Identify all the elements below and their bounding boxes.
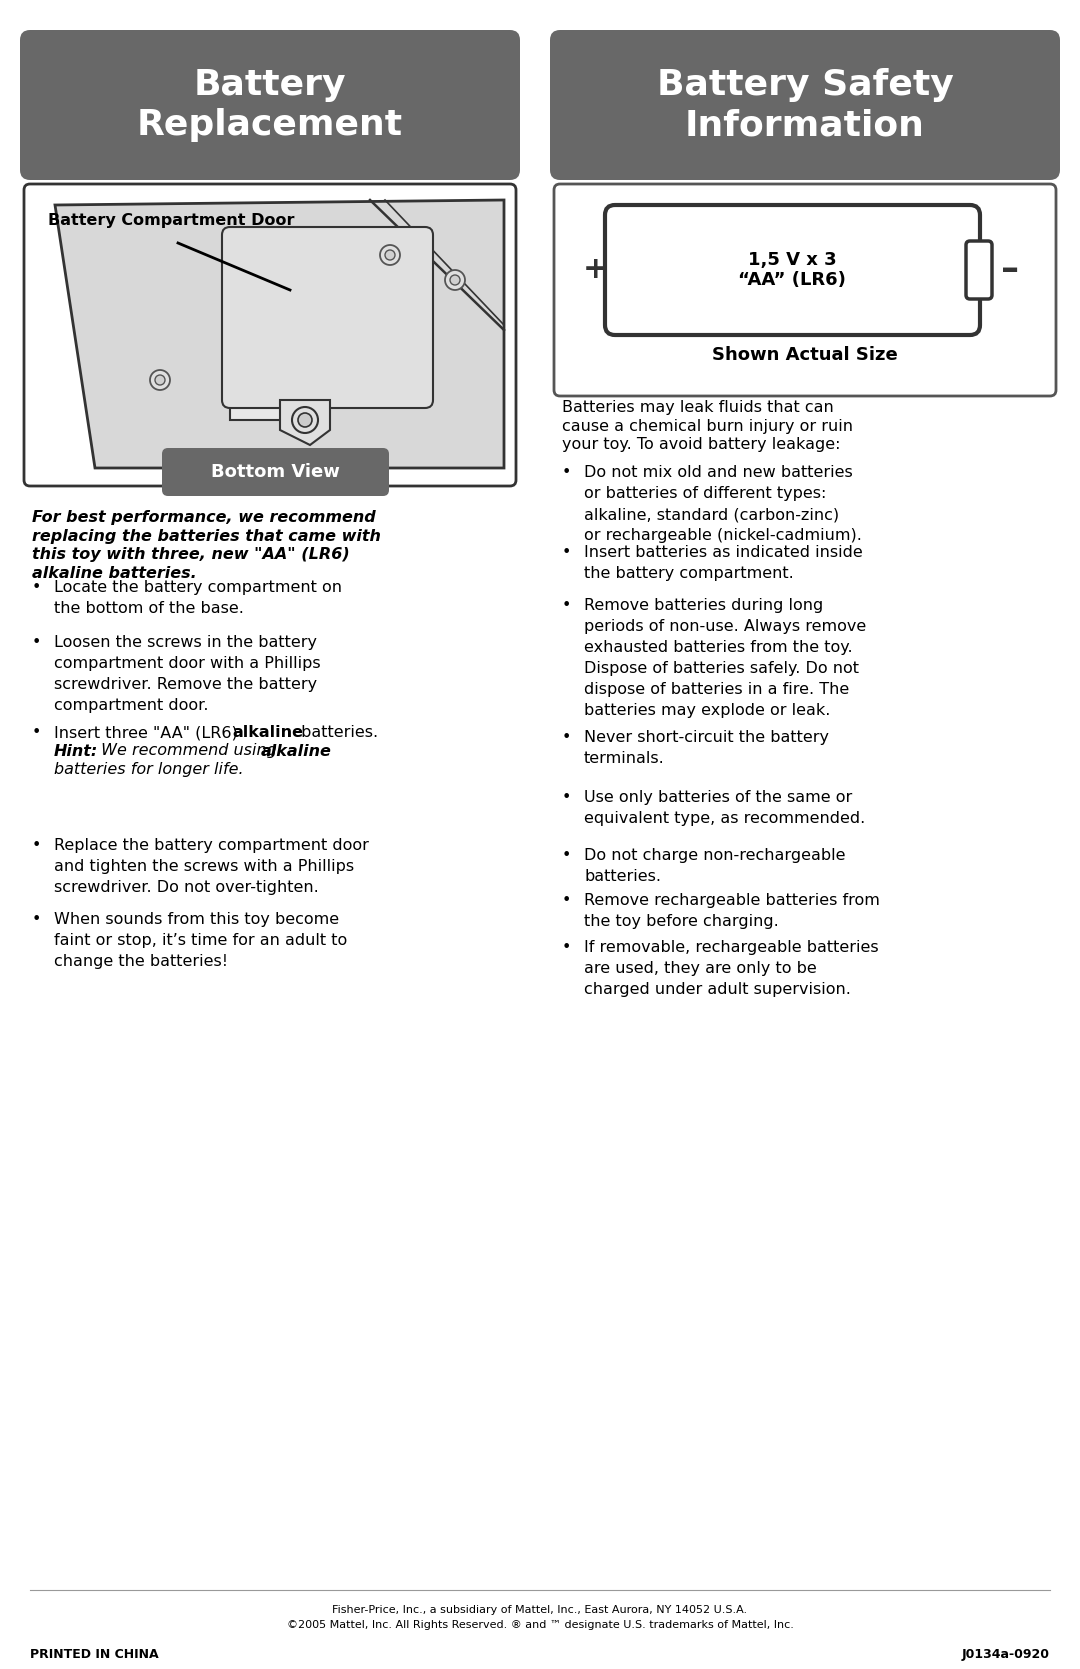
Text: “AA” (LR6): “AA” (LR6) bbox=[738, 270, 846, 289]
Circle shape bbox=[445, 270, 465, 290]
Text: •: • bbox=[562, 729, 571, 744]
Circle shape bbox=[156, 376, 165, 386]
Text: Bottom View: Bottom View bbox=[211, 462, 339, 481]
Text: Battery Compartment Door: Battery Compartment Door bbox=[48, 212, 295, 227]
Text: batteries.: batteries. bbox=[296, 724, 378, 739]
Text: PRINTED IN CHINA: PRINTED IN CHINA bbox=[30, 1647, 159, 1661]
Text: We recommend using: We recommend using bbox=[96, 743, 282, 758]
Text: cause a chemical burn injury or ruin: cause a chemical burn injury or ruin bbox=[562, 419, 853, 434]
Text: Locate the battery compartment on
the bottom of the base.: Locate the battery compartment on the bo… bbox=[54, 581, 342, 616]
Circle shape bbox=[384, 250, 395, 260]
Text: Remove rechargeable batteries from
the toy before charging.: Remove rechargeable batteries from the t… bbox=[584, 893, 880, 930]
Text: When sounds from this toy become
faint or stop, it’s time for an adult to
change: When sounds from this toy become faint o… bbox=[54, 911, 348, 970]
Text: •: • bbox=[562, 466, 571, 481]
Text: Remove batteries during long
periods of non-use. Always remove
exhausted batteri: Remove batteries during long periods of … bbox=[584, 598, 866, 718]
Text: alkaline: alkaline bbox=[232, 724, 303, 739]
Polygon shape bbox=[55, 200, 504, 467]
Text: •: • bbox=[562, 789, 571, 804]
Text: 1,5 V x 3: 1,5 V x 3 bbox=[747, 250, 836, 269]
FancyBboxPatch shape bbox=[554, 184, 1056, 396]
Text: For best performance, we recommend: For best performance, we recommend bbox=[32, 511, 376, 526]
Text: Shown Actual Size: Shown Actual Size bbox=[712, 345, 897, 364]
FancyBboxPatch shape bbox=[222, 227, 433, 407]
Text: Battery Safety
Information: Battery Safety Information bbox=[657, 68, 954, 142]
Text: ©2005 Mattel, Inc. All Rights Reserved. ® and ™ designate U.S. trademarks of Mat: ©2005 Mattel, Inc. All Rights Reserved. … bbox=[286, 1621, 794, 1631]
Text: batteries for longer life.: batteries for longer life. bbox=[54, 763, 244, 778]
Text: Hint:: Hint: bbox=[54, 743, 98, 758]
Text: Insert batteries as indicated inside
the battery compartment.: Insert batteries as indicated inside the… bbox=[584, 546, 863, 581]
Text: •: • bbox=[562, 598, 571, 613]
Text: Do not charge non-rechargeable
batteries.: Do not charge non-rechargeable batteries… bbox=[584, 848, 846, 885]
Text: •: • bbox=[32, 838, 41, 853]
Text: Fisher-Price, Inc., a subsidiary of Mattel, Inc., East Aurora, NY 14052 U.S.A.: Fisher-Price, Inc., a subsidiary of Matt… bbox=[333, 1606, 747, 1616]
Text: Do not mix old and new batteries
or batteries of different types:
alkaline, stan: Do not mix old and new batteries or batt… bbox=[584, 466, 862, 542]
Text: alkaline: alkaline bbox=[261, 743, 332, 758]
Text: replacing the batteries that came with: replacing the batteries that came with bbox=[32, 529, 381, 544]
Text: •: • bbox=[562, 940, 571, 955]
Text: •: • bbox=[32, 581, 41, 596]
Text: alkaline batteries.: alkaline batteries. bbox=[32, 566, 197, 581]
Text: –: – bbox=[1001, 254, 1020, 287]
FancyBboxPatch shape bbox=[605, 205, 980, 335]
Circle shape bbox=[292, 407, 318, 432]
Text: Use only batteries of the same or
equivalent type, as recommended.: Use only batteries of the same or equiva… bbox=[584, 789, 865, 826]
Text: •: • bbox=[562, 546, 571, 561]
Circle shape bbox=[150, 371, 170, 391]
Text: Replace the battery compartment door
and tighten the screws with a Phillips
scre: Replace the battery compartment door and… bbox=[54, 838, 369, 895]
Text: •: • bbox=[562, 893, 571, 908]
Text: •: • bbox=[562, 848, 571, 863]
FancyBboxPatch shape bbox=[24, 184, 516, 486]
Polygon shape bbox=[230, 235, 420, 421]
FancyBboxPatch shape bbox=[162, 447, 389, 496]
Text: Insert three "AA" (LR6): Insert three "AA" (LR6) bbox=[54, 724, 243, 739]
Text: Batteries may leak fluids that can: Batteries may leak fluids that can bbox=[562, 401, 834, 416]
Text: +: + bbox=[583, 255, 609, 284]
Circle shape bbox=[298, 412, 312, 427]
Text: Never short-circuit the battery
terminals.: Never short-circuit the battery terminal… bbox=[584, 729, 829, 766]
FancyBboxPatch shape bbox=[21, 30, 519, 180]
Text: Loosen the screws in the battery
compartment door with a Phillips
screwdriver. R: Loosen the screws in the battery compart… bbox=[54, 634, 321, 713]
Text: •: • bbox=[32, 634, 41, 649]
Text: •: • bbox=[32, 724, 41, 739]
FancyBboxPatch shape bbox=[550, 30, 1059, 180]
FancyBboxPatch shape bbox=[966, 240, 993, 299]
Text: •: • bbox=[32, 911, 41, 926]
Text: this toy with three, new "AA" (LR6): this toy with three, new "AA" (LR6) bbox=[32, 547, 350, 562]
Text: If removable, rechargeable batteries
are used, they are only to be
charged under: If removable, rechargeable batteries are… bbox=[584, 940, 879, 996]
Text: J0134a-0920: J0134a-0920 bbox=[962, 1647, 1050, 1661]
Circle shape bbox=[450, 275, 460, 285]
Text: Battery
Replacement: Battery Replacement bbox=[137, 68, 403, 142]
Circle shape bbox=[380, 245, 400, 265]
Text: your toy. To avoid battery leakage:: your toy. To avoid battery leakage: bbox=[562, 437, 840, 452]
Polygon shape bbox=[280, 401, 330, 446]
